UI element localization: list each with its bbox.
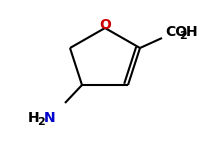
Text: O: O [99, 18, 111, 32]
Text: 2: 2 [37, 117, 45, 127]
Text: N: N [44, 111, 56, 125]
Text: CO: CO [165, 25, 187, 39]
Text: H: H [186, 25, 198, 39]
Text: H: H [28, 111, 40, 125]
Text: 2: 2 [179, 31, 187, 41]
